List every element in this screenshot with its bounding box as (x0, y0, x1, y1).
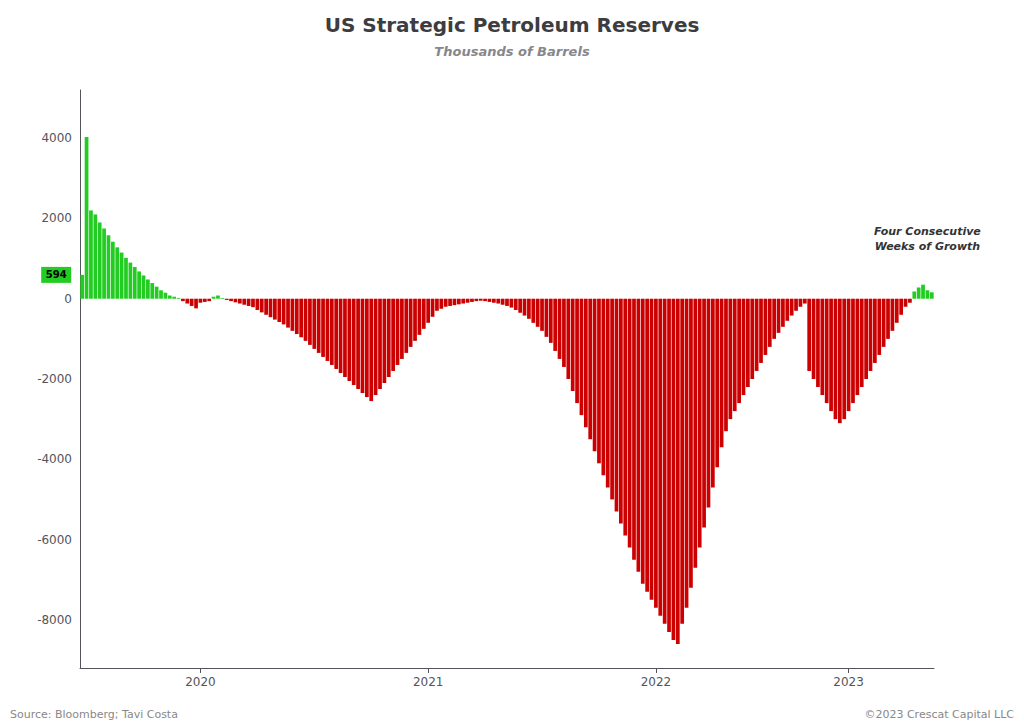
svg-text:2022: 2022 (641, 675, 672, 689)
svg-text:2000: 2000 (41, 211, 72, 225)
svg-text:594: 594 (46, 269, 67, 280)
svg-text:-8000: -8000 (37, 613, 72, 627)
svg-text:4000: 4000 (41, 131, 72, 145)
svg-text:-2000: -2000 (37, 372, 72, 386)
svg-text:Source: Bloomberg; Tavi Costa: Source: Bloomberg; Tavi Costa (10, 708, 178, 721)
svg-text:©2023 Crescat Capital LLC: ©2023 Crescat Capital LLC (864, 708, 1014, 721)
svg-text:2021: 2021 (413, 675, 444, 689)
svg-text:US Strategic Petroleum Reserve: US Strategic Petroleum Reserves (325, 13, 700, 37)
svg-text:2023: 2023 (833, 675, 864, 689)
svg-text:Thousands of Barrels: Thousands of Barrels (434, 44, 590, 59)
svg-text:-4000: -4000 (37, 452, 72, 466)
svg-text:2020: 2020 (185, 675, 216, 689)
svg-text:0: 0 (64, 292, 72, 306)
svg-text:Four Consecutive: Four Consecutive (874, 225, 981, 238)
svg-text:-6000: -6000 (37, 533, 72, 547)
svg-text:Weeks of Growth: Weeks of Growth (875, 240, 981, 253)
